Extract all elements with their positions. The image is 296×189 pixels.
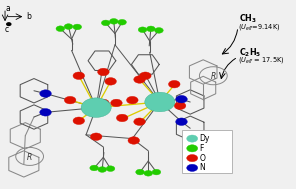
Circle shape: [176, 95, 187, 103]
Circle shape: [64, 24, 73, 29]
Circle shape: [111, 99, 122, 107]
Circle shape: [174, 102, 186, 109]
Text: b: b: [27, 12, 32, 21]
Circle shape: [81, 98, 111, 117]
Circle shape: [134, 76, 145, 83]
Circle shape: [139, 72, 151, 80]
Circle shape: [187, 135, 198, 142]
Text: $\mathit{R}$: $\mathit{R}$: [26, 151, 33, 162]
Circle shape: [138, 27, 147, 33]
Text: $\mathbf{C_2H_5}$: $\mathbf{C_2H_5}$: [239, 46, 262, 59]
Circle shape: [102, 20, 110, 26]
Circle shape: [105, 78, 116, 85]
Circle shape: [145, 92, 175, 112]
Text: $\mathit{R}$: $\mathit{R}$: [210, 70, 217, 81]
Circle shape: [168, 81, 180, 88]
Text: $(U_{eff}$ = 17.5K): $(U_{eff}$ = 17.5K): [238, 55, 284, 65]
Text: N: N: [200, 163, 205, 172]
Text: a: a: [5, 4, 10, 12]
Circle shape: [147, 26, 155, 32]
Text: Dy: Dy: [200, 134, 210, 143]
Circle shape: [106, 166, 115, 171]
Circle shape: [90, 133, 102, 140]
Circle shape: [56, 26, 65, 32]
Circle shape: [40, 90, 51, 97]
Circle shape: [40, 108, 51, 116]
Circle shape: [155, 28, 163, 33]
Text: $(U_{eff}$=9.14K): $(U_{eff}$=9.14K): [238, 22, 280, 32]
Circle shape: [128, 137, 139, 144]
Circle shape: [90, 165, 99, 171]
Circle shape: [126, 96, 138, 104]
Circle shape: [144, 170, 152, 176]
Circle shape: [187, 145, 198, 152]
Circle shape: [98, 167, 107, 172]
Circle shape: [176, 118, 187, 125]
Circle shape: [7, 23, 11, 26]
Circle shape: [116, 114, 128, 122]
Circle shape: [134, 118, 145, 125]
Circle shape: [98, 99, 109, 107]
Text: F: F: [200, 144, 204, 153]
FancyBboxPatch shape: [182, 130, 231, 173]
Circle shape: [73, 24, 82, 30]
Circle shape: [73, 72, 85, 80]
Circle shape: [98, 68, 109, 76]
Circle shape: [110, 19, 118, 24]
Circle shape: [118, 19, 126, 25]
Text: $\mathbf{CH_3}$: $\mathbf{CH_3}$: [239, 13, 258, 25]
Circle shape: [187, 164, 198, 171]
Text: O: O: [200, 154, 206, 163]
Circle shape: [136, 169, 144, 175]
Text: c: c: [5, 25, 9, 34]
Circle shape: [73, 117, 85, 125]
Circle shape: [187, 155, 198, 162]
Circle shape: [152, 169, 161, 175]
Circle shape: [64, 96, 76, 104]
